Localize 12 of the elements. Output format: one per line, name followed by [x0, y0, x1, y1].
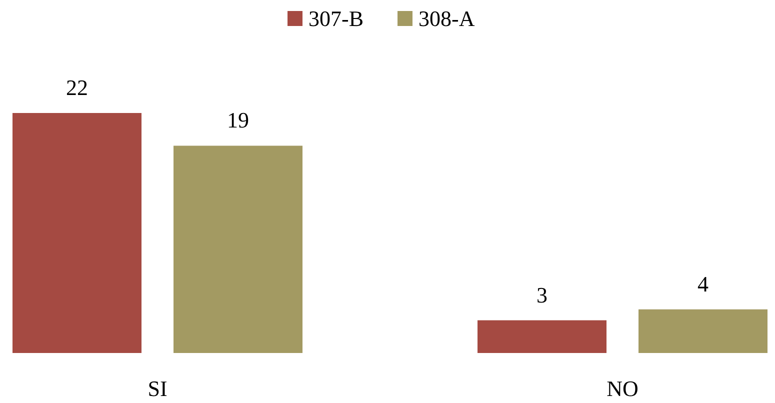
data-label: 19 — [227, 108, 249, 133]
x-tick-label: NO — [606, 376, 638, 401]
bar — [12, 113, 142, 353]
data-label: 22 — [66, 75, 88, 100]
bar — [478, 320, 606, 353]
legend-label: 308-A — [418, 6, 475, 31]
x-tick-label: SI — [148, 376, 168, 401]
legend-label: 307-B — [308, 6, 364, 31]
data-label: 3 — [536, 282, 548, 308]
bar — [174, 146, 302, 353]
bar — [638, 309, 768, 353]
data-label: 4 — [698, 271, 708, 296]
